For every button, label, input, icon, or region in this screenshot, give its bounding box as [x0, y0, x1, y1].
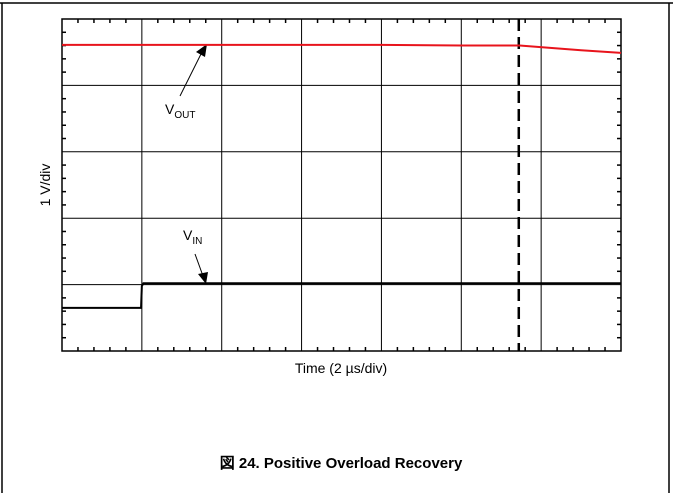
- y-axis-label: 1 V/div: [37, 164, 53, 207]
- annotation-sub: IN: [192, 236, 202, 247]
- annotation: VOUT: [165, 101, 195, 121]
- series-line: [62, 282, 621, 309]
- arrow: [194, 253, 204, 277]
- arrowhead: [196, 44, 207, 57]
- annotation-text: V: [165, 101, 175, 117]
- annotation-sub: OUT: [174, 110, 195, 121]
- plot-frame: [61, 18, 622, 352]
- arrowhead: [198, 272, 208, 284]
- annotation: VIN: [183, 227, 202, 247]
- caption: 図 24. Positive Overload Recovery: [220, 455, 463, 472]
- x-axis-label: Time (2 µs/div): [295, 360, 387, 376]
- arrow: [179, 49, 204, 97]
- series-line: [62, 43, 622, 54]
- annotation-text: V: [183, 227, 193, 243]
